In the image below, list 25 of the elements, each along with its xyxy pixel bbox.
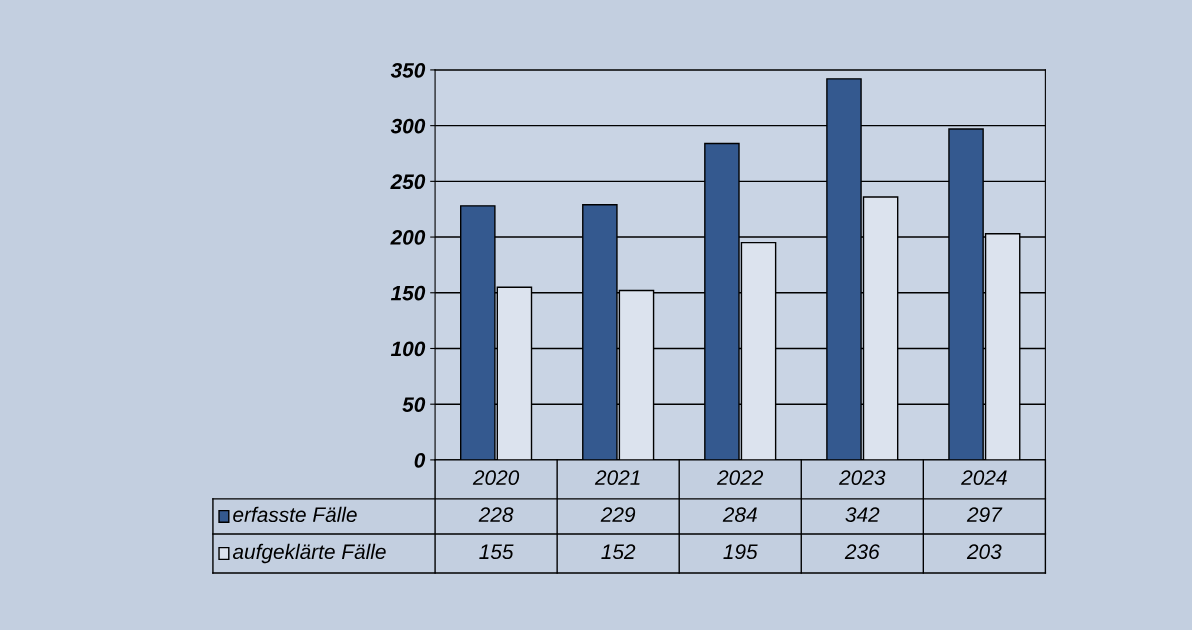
x-tick-label: 2021: [594, 470, 640, 485]
data-label: 228: [478, 507, 514, 523]
y-tick-label: 100: [390, 341, 426, 357]
y-tick-label: 150: [390, 285, 426, 301]
data-label: 229: [600, 507, 636, 523]
x-tick-label: 2020: [472, 470, 520, 485]
data-label: 342: [845, 507, 880, 523]
data-label: 236: [844, 544, 880, 560]
data-label: 155: [479, 544, 514, 560]
data-label: 152: [601, 544, 636, 560]
x-tick-label: 2022: [716, 470, 764, 485]
data-label: 203: [966, 544, 1002, 560]
data-label: 297: [966, 507, 1003, 523]
y-tick-label: 250: [390, 174, 426, 190]
y-tick-label: 0: [414, 452, 426, 468]
data-label: 284: [722, 507, 757, 523]
legend-label: erfasste Fälle: [233, 506, 357, 523]
x-tick-label: 2023: [839, 470, 886, 485]
legend-label: aufgeklärte Fälle: [232, 543, 386, 564]
y-tick-label: 350: [390, 62, 426, 78]
data-label: 195: [723, 544, 758, 560]
y-tick-label: 50: [402, 397, 426, 412]
y-tick-label: 200: [390, 230, 426, 245]
y-tick-label: 300: [390, 118, 426, 134]
x-tick-label: 2024: [961, 470, 1007, 485]
